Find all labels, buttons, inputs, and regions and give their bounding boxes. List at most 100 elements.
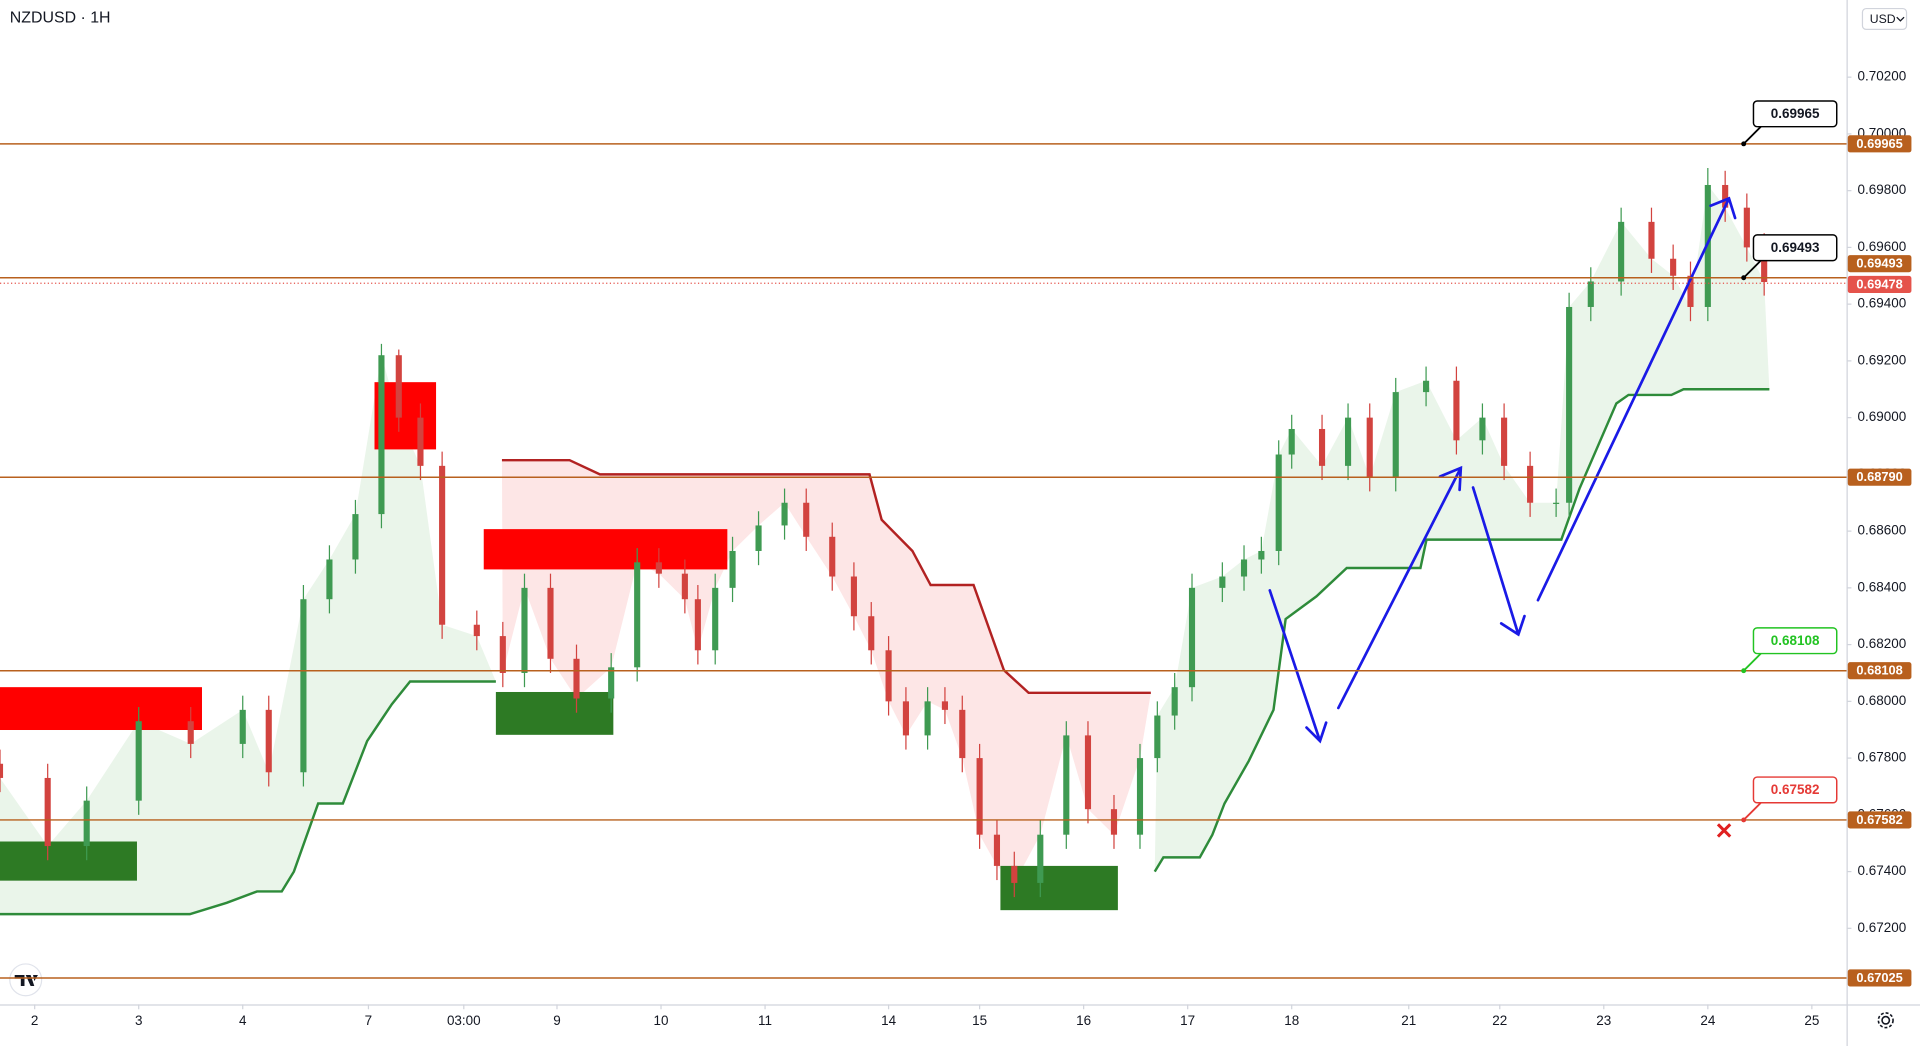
- level-axis-label-bg: [1847, 255, 1912, 273]
- candle-body: [0, 763, 4, 778]
- candle-body: [712, 587, 719, 651]
- supertrend-line: [0, 680, 496, 916]
- candle-body: [608, 667, 615, 699]
- candle-body: [1566, 306, 1573, 503]
- candle-body: [1687, 275, 1694, 307]
- candle-body: [803, 502, 810, 537]
- level-axis-label: 0.67582: [1856, 812, 1902, 827]
- y-tick-label: 0.68400: [1858, 579, 1907, 594]
- settings-button[interactable]: [1877, 1012, 1894, 1029]
- y-tick-label: 0.69600: [1858, 239, 1907, 254]
- symbol-title: NZDUSD · 1H: [10, 10, 111, 27]
- level-axis-label-bg: [1847, 969, 1912, 987]
- trend-fill: [0, 355, 496, 915]
- y-tick-label: 0.69800: [1858, 182, 1907, 197]
- level-axis-label-bg: [1847, 468, 1912, 486]
- candle-body: [1527, 465, 1534, 503]
- callout-anchor: [1741, 141, 1747, 147]
- candle-body: [573, 658, 580, 699]
- callout-label: 0.67582: [1771, 782, 1820, 797]
- level-axis-label: 0.69965: [1856, 136, 1902, 151]
- candle-body: [239, 709, 246, 744]
- callout-label: 0.69965: [1771, 106, 1820, 121]
- candle-body: [1171, 687, 1178, 716]
- candle-body: [1110, 809, 1118, 835]
- y-tick-label: 0.68000: [1858, 693, 1907, 708]
- callout-pointer: [1743, 650, 1764, 672]
- callout-pointer: [1743, 123, 1764, 145]
- candle-body: [378, 355, 385, 515]
- candle-body: [729, 550, 736, 588]
- x-tick-label: 7: [365, 1013, 372, 1028]
- zone: [374, 382, 437, 450]
- candle-body: [1743, 207, 1750, 248]
- x-tick-label: 23: [1596, 1013, 1611, 1028]
- candle-body: [1084, 735, 1092, 810]
- currency-button[interactable]: [1861, 7, 1908, 31]
- candle-body: [681, 573, 688, 600]
- zone: [1000, 865, 1118, 911]
- x-tick-label: 4: [239, 1013, 247, 1028]
- y-tick-label: 0.68600: [1858, 523, 1907, 538]
- y-tick-label: 0.67400: [1858, 863, 1907, 878]
- x-tick-label: 25: [1804, 1013, 1819, 1028]
- x-tick-label: 15: [972, 1013, 987, 1028]
- zone: [495, 691, 614, 735]
- candle-body: [1648, 221, 1655, 259]
- candle-body: [521, 587, 528, 673]
- last-price-label-bg: [1847, 275, 1912, 294]
- callout-box: [1752, 100, 1838, 128]
- candle-body: [1479, 417, 1486, 441]
- candle-body: [439, 465, 446, 625]
- callout-label: 0.68108: [1771, 633, 1820, 648]
- supertrend-line: [501, 458, 1151, 695]
- callout-anchor: [1741, 668, 1747, 674]
- candle-body: [326, 559, 333, 600]
- candle-body: [352, 514, 359, 560]
- candle-body: [850, 576, 857, 617]
- x-tick-label: 21: [1401, 1013, 1416, 1028]
- candle-body: [1618, 221, 1625, 282]
- y-tick-label: 0.69000: [1858, 409, 1907, 424]
- candle-body: [1761, 247, 1768, 283]
- callout-pointer: [1743, 257, 1764, 279]
- candle-body: [634, 562, 641, 668]
- logo: [9, 963, 43, 997]
- candle-body: [473, 624, 480, 637]
- candle-body: [135, 721, 142, 801]
- trend-fill: [1154, 184, 1770, 872]
- arrow-down: [1268, 589, 1328, 744]
- gear-teeth: [1877, 1012, 1894, 1029]
- candle-body: [868, 616, 875, 651]
- x-tick-label: 10: [654, 1013, 669, 1028]
- x-tick-label: 03:00: [447, 1013, 481, 1028]
- candle-body: [924, 701, 931, 736]
- candle-body: [694, 599, 701, 651]
- candle-body: [44, 777, 51, 847]
- candle-body: [993, 834, 1001, 866]
- candle-body: [902, 701, 909, 736]
- candle-body: [959, 709, 966, 759]
- currency-label[interactable]: USD: [1870, 12, 1896, 26]
- callout-anchor: [1741, 817, 1747, 823]
- currency-caret: [1896, 16, 1905, 22]
- y-tick-label: 0.67200: [1858, 920, 1907, 935]
- arrow-up: [1337, 465, 1463, 710]
- x-tick-label: 17: [1180, 1013, 1195, 1028]
- candle-body: [1318, 428, 1326, 466]
- logo-circle: [9, 963, 43, 997]
- candle-body: [1344, 417, 1352, 466]
- x-tick-label: 24: [1700, 1013, 1715, 1028]
- callout-box: [1752, 234, 1838, 262]
- last-price-label: 0.69478: [1856, 276, 1902, 291]
- candle-body: [547, 587, 554, 659]
- candle-body: [1154, 715, 1161, 759]
- candle-body: [187, 721, 194, 744]
- level-axis-label: 0.69493: [1856, 256, 1902, 271]
- y-tick-label: 0.68200: [1858, 636, 1907, 651]
- candle-body: [885, 650, 892, 702]
- arrow-down: [1471, 486, 1526, 637]
- zone: [483, 529, 728, 570]
